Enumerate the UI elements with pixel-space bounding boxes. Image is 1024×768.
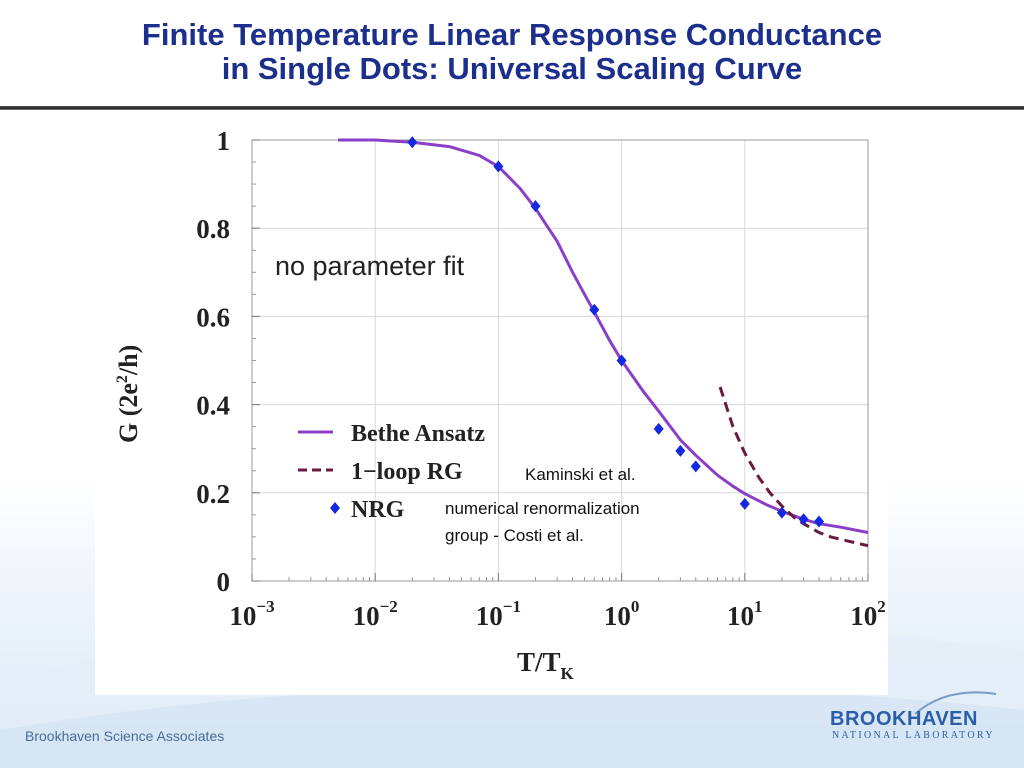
- chart-panel: 0 0.2 0.4 0.6 0.8 1 10−3 10−2 10−1 100 101 102 no …: [95, 113, 888, 695]
- chart-legend: Bethe Ansatz 1−loop RG NRG Kaminski et a…: [298, 421, 640, 545]
- brookhaven-logo: BROOKHAVEN NATIONAL LABORATORY: [830, 691, 1005, 746]
- y-tick-label: 1: [217, 126, 231, 156]
- x-tick-label-base: 10: [727, 601, 754, 631]
- nrg-data-point: [653, 422, 664, 435]
- nrg-data-point: [407, 136, 418, 149]
- y-tick-label: 0.2: [196, 479, 230, 509]
- y-axis-label-superscript: 2: [114, 375, 131, 383]
- nrg-data-point: [616, 354, 627, 367]
- x-tick-label: 100: [604, 597, 640, 631]
- x-tick-label-base: 10: [229, 601, 256, 631]
- x-tick-label: 102: [850, 597, 886, 631]
- series-line-1-loop-rg: [718, 386, 869, 548]
- x-tick-label-exponent: −2: [380, 597, 398, 616]
- x-tick-label-exponent: 0: [631, 597, 640, 616]
- footer-organization: Brookhaven Science Associates: [25, 728, 225, 744]
- x-tick-label: 101: [727, 597, 763, 631]
- x-tick-label-exponent: −3: [256, 597, 274, 616]
- legend-swatch-nrg: [330, 502, 340, 514]
- nrg-data-point: [776, 506, 787, 519]
- chart-ticks: [251, 139, 869, 582]
- nrg-data-point: [530, 200, 541, 213]
- x-axis-label: T/TK: [517, 647, 575, 683]
- slide-title: Finite Temperature Linear Response Condu…: [0, 18, 1024, 86]
- chart-series: [338, 136, 869, 548]
- x-tick-label: 10−1: [476, 597, 521, 631]
- nrg-data-point: [739, 497, 750, 510]
- y-axis-label-main: G (2e: [114, 383, 143, 443]
- legend-label-1-loop-rg: 1−loop RG: [351, 459, 463, 485]
- nrg-data-point: [798, 513, 809, 526]
- slide-title-line1: Finite Temperature Linear Response Condu…: [141, 17, 883, 52]
- x-tick-label-base: 10: [850, 601, 877, 631]
- logo-subtitle: NATIONAL LABORATORY: [832, 730, 995, 741]
- legend-credit-kaminski: Kaminski et al.: [525, 465, 636, 484]
- logo-arc-icon: [914, 691, 997, 715]
- legend-label-nrg: NRG: [351, 497, 405, 523]
- x-tick-label-base: 10: [476, 601, 503, 631]
- y-axis-label: G (2e2/h): [114, 345, 143, 443]
- chart: 00.20.40.60.81 10−3 10−2 10−1 100 101 102 no …: [114, 126, 886, 683]
- legend-label-bethe-ansatz: Bethe Ansatz: [351, 421, 485, 447]
- nrg-data-point: [813, 515, 824, 528]
- annotation-no-parameter-fit: no parameter fit: [275, 251, 465, 281]
- legend-credit-nrg-line2: group - Costi et al.: [445, 526, 584, 545]
- x-tick-label-base: 10: [353, 601, 380, 631]
- y-tick-label: 0.4: [196, 391, 230, 421]
- x-axis-label-main: T/T: [517, 647, 561, 677]
- logo-wordmark: BROOKHAVEN: [830, 708, 978, 730]
- x-tick-label-exponent: 2: [877, 597, 886, 616]
- nrg-data-point: [675, 444, 686, 457]
- x-tick-label-exponent: 1: [754, 597, 763, 616]
- slide-title-line2: in Single Dots: Universal Scaling Curve: [221, 51, 803, 86]
- x-tick-label: 10−3: [229, 597, 274, 631]
- x-axis-label-subscript: K: [561, 664, 575, 683]
- y-axis-label-tail: /h): [114, 345, 143, 376]
- x-tick-label-exponent: −1: [503, 597, 521, 616]
- y-tick-label: 0.6: [196, 302, 230, 332]
- nrg-data-point: [493, 160, 504, 173]
- x-tick-label: 10−2: [353, 597, 398, 631]
- title-divider: [0, 106, 1024, 110]
- x-tick-labels: 10−3 10−2 10−1 100 101 102: [229, 597, 885, 631]
- x-tick-label-base: 10: [604, 601, 631, 631]
- y-tick-label: 0: [217, 567, 231, 597]
- nrg-data-point: [690, 460, 701, 473]
- y-tick-label: 0.8: [196, 214, 230, 244]
- nrg-data-point: [589, 303, 600, 316]
- legend-credit-nrg-line1: numerical renormalization: [445, 499, 640, 518]
- y-tick-labels: 0 0.2 0.4 0.6 0.8 1: [196, 126, 230, 597]
